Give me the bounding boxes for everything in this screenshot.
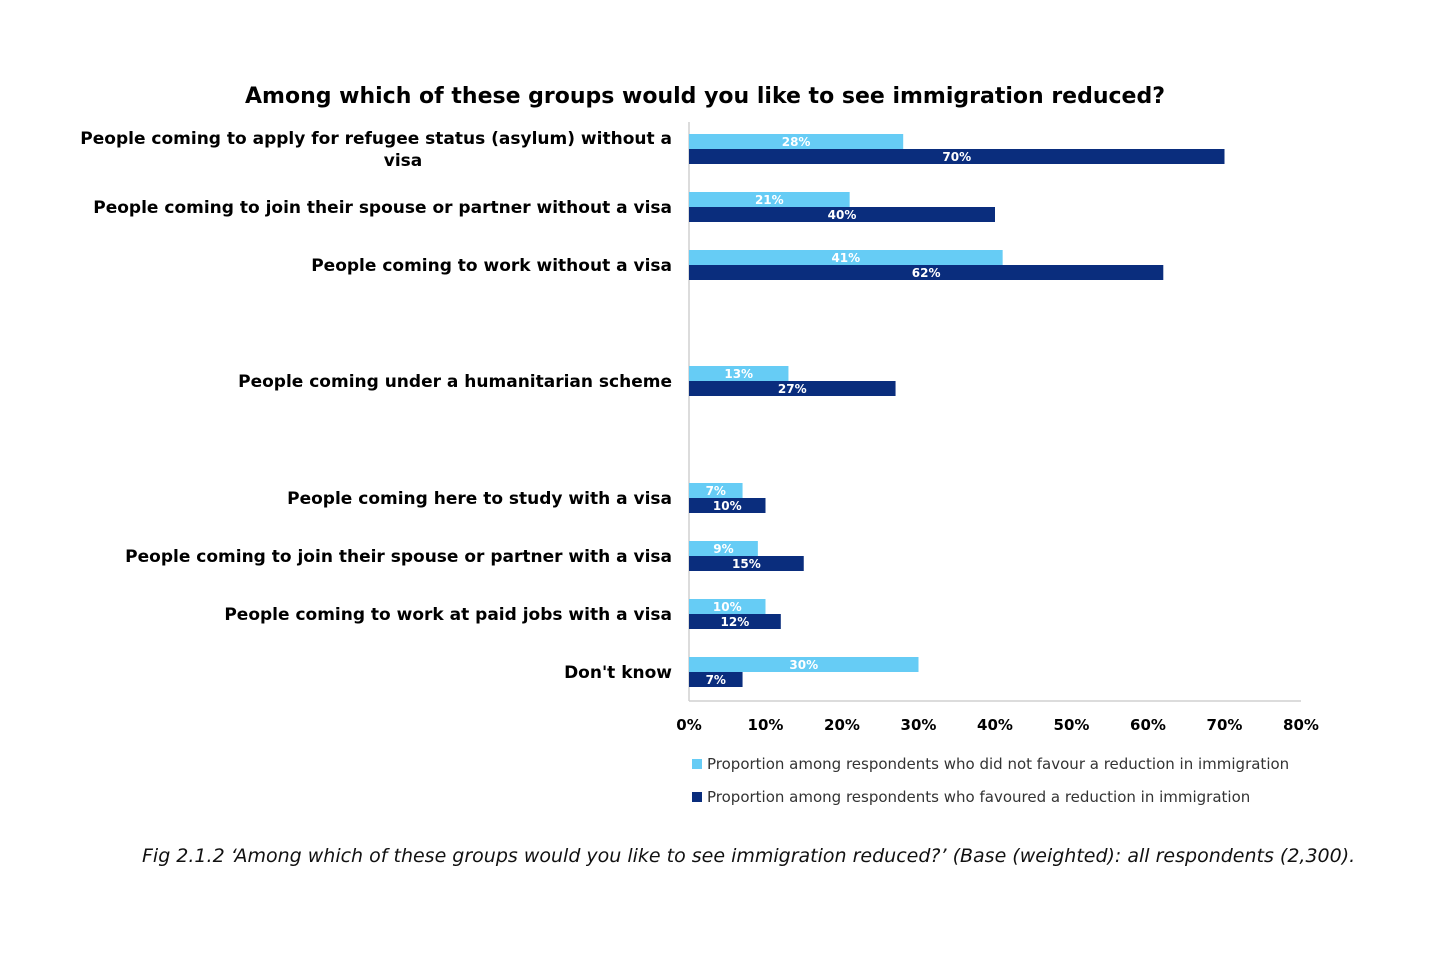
bar-data-label: 9% bbox=[713, 542, 733, 556]
x-tick-label: 60% bbox=[1130, 716, 1166, 734]
bar-data-label: 28% bbox=[782, 135, 811, 149]
category-label: People coming under a humanitarian schem… bbox=[238, 372, 672, 392]
x-tick-label: 20% bbox=[824, 716, 860, 734]
bar-series-1 bbox=[689, 192, 850, 207]
figure-caption: Fig 2.1.2 ‘Among which of these groups w… bbox=[142, 845, 1356, 867]
bar-series-2 bbox=[689, 614, 781, 629]
bar-data-label: 10% bbox=[713, 600, 742, 614]
x-tick-label: 0% bbox=[676, 716, 701, 734]
bar-series-2 bbox=[689, 672, 743, 687]
bar-series-2 bbox=[689, 207, 995, 222]
x-tick-label: 10% bbox=[748, 716, 784, 734]
bar-data-label: 7% bbox=[706, 673, 726, 687]
category-label: People coming to apply for refugee statu… bbox=[80, 129, 672, 149]
category-label: Don't know bbox=[564, 663, 672, 683]
bar-data-label: 40% bbox=[828, 208, 857, 222]
x-tick-label: 40% bbox=[977, 716, 1013, 734]
bar-data-label: 27% bbox=[778, 382, 807, 396]
bar-series-1 bbox=[689, 483, 743, 498]
legend-label: Proportion among respondents who favoure… bbox=[707, 788, 1250, 806]
chart-title: Among which of these groups would you li… bbox=[245, 84, 1165, 109]
category-label: visa bbox=[384, 151, 423, 171]
bar-data-label: 70% bbox=[942, 150, 971, 164]
bar-series-1 bbox=[689, 657, 919, 672]
x-tick-label: 80% bbox=[1283, 716, 1319, 734]
bar-data-label: 13% bbox=[724, 367, 753, 381]
bar-data-label: 21% bbox=[755, 193, 784, 207]
bar-series-1 bbox=[689, 599, 766, 614]
bar-series-1 bbox=[689, 366, 789, 381]
bar-series-1 bbox=[689, 250, 1003, 265]
legend-label: Proportion among respondents who did not… bbox=[707, 755, 1289, 773]
category-label: People coming here to study with a visa bbox=[287, 489, 672, 509]
category-label: People coming to work without a visa bbox=[311, 256, 672, 276]
bar-data-label: 10% bbox=[713, 499, 742, 513]
bar-series-1 bbox=[689, 134, 904, 149]
bar-series-2 bbox=[689, 265, 1164, 280]
bar-series-2 bbox=[689, 381, 896, 396]
bar-data-label: 15% bbox=[732, 557, 761, 571]
bar-series-2 bbox=[689, 149, 1225, 164]
bar-series-2 bbox=[689, 556, 804, 571]
category-label: People coming to join their spouse or pa… bbox=[125, 547, 672, 567]
bar-data-label: 12% bbox=[721, 615, 750, 629]
bar-data-label: 30% bbox=[789, 658, 818, 672]
x-tick-label: 30% bbox=[901, 716, 937, 734]
x-tick-label: 50% bbox=[1054, 716, 1090, 734]
bar-series-1 bbox=[689, 541, 758, 556]
bar-data-label: 62% bbox=[912, 266, 941, 280]
legend-swatch bbox=[692, 792, 702, 802]
bar-data-label: 7% bbox=[706, 484, 726, 498]
x-tick-label: 70% bbox=[1207, 716, 1243, 734]
legend-swatch bbox=[692, 759, 702, 769]
bar-series-2 bbox=[689, 498, 766, 513]
bar-data-label: 41% bbox=[831, 251, 860, 265]
category-label: People coming to work at paid jobs with … bbox=[224, 605, 672, 625]
category-label: People coming to join their spouse or pa… bbox=[93, 198, 672, 218]
